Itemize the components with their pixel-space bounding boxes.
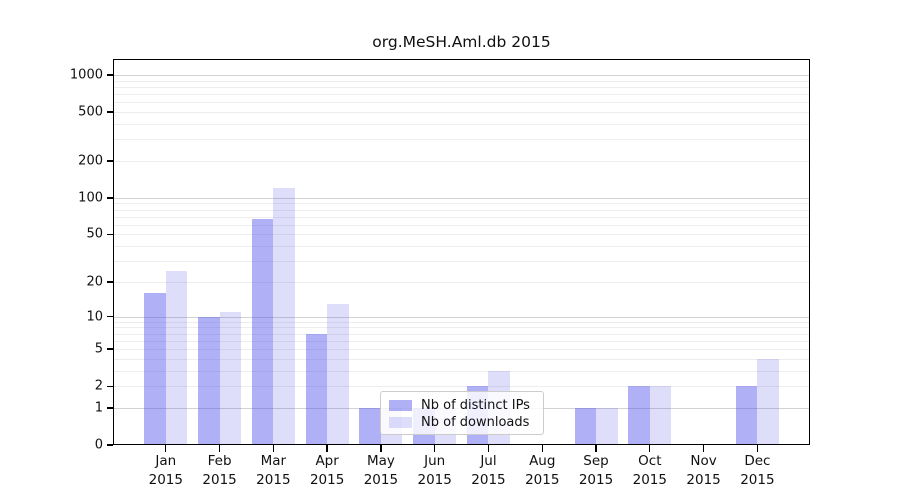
x-tick-label: Dec 2015	[740, 453, 775, 488]
gridline-minor	[113, 234, 810, 236]
y-tick-label: 1000	[69, 67, 103, 83]
gridline-minor	[113, 203, 810, 205]
gridline-minor	[113, 102, 810, 104]
bar-downloads	[273, 188, 295, 445]
bar-distinct-ips	[144, 293, 166, 445]
x-tick-label: Sep 2015	[578, 453, 614, 488]
x-tick-mark	[380, 445, 382, 452]
y-tick-label: 100	[78, 190, 103, 206]
y-tick-mark	[107, 74, 113, 76]
x-tick-mark	[649, 445, 651, 452]
gridline-minor	[113, 261, 810, 263]
bar-distinct-ips	[198, 316, 220, 445]
y-tick-mark	[107, 233, 113, 236]
y-tick-mark	[107, 444, 113, 446]
gridline-minor	[113, 349, 810, 351]
x-tick-mark	[434, 445, 436, 452]
x-tick-mark	[702, 445, 705, 452]
y-tick-mark	[107, 197, 113, 199]
gridline-minor	[113, 124, 810, 126]
y-tick-mark	[107, 407, 113, 409]
x-tick-label: Jun 2015	[417, 453, 452, 488]
x-tick-mark	[326, 445, 328, 452]
legend: Nb of distinct IPs Nb of downloads	[380, 391, 544, 435]
x-tick-mark	[165, 445, 167, 452]
gridline-minor	[113, 112, 810, 114]
x-tick-label: Aug 2015	[525, 453, 560, 488]
x-tick-label: Jan 2015	[148, 453, 183, 488]
legend-label-distinct-ips: Nb of distinct IPs	[421, 398, 530, 413]
y-tick-mark	[107, 315, 113, 318]
y-tick-mark	[107, 281, 113, 283]
bar-distinct-ips	[735, 386, 758, 445]
x-tick-label: May 2015	[363, 453, 399, 488]
bar-distinct-ips	[251, 219, 274, 445]
chart-title: org.MeSH.Aml.db 2015	[372, 33, 551, 51]
bar-distinct-ips	[359, 407, 381, 445]
bar-downloads	[757, 358, 779, 445]
y-tick-label: 1	[94, 400, 103, 416]
x-tick-mark	[756, 445, 759, 452]
y-tick-label: 200	[78, 153, 103, 169]
x-tick-label: Jul 2015	[471, 453, 506, 488]
x-tick-label: Apr 2015	[309, 453, 345, 488]
bar-distinct-ips	[628, 386, 650, 445]
y-tick-mark	[107, 348, 113, 350]
legend-swatch-distinct-ips-icon	[389, 400, 412, 411]
gridline-major	[113, 197, 810, 199]
y-tick-label: 2	[94, 378, 103, 394]
gridline-minor	[113, 281, 810, 283]
gridline-minor	[113, 246, 810, 248]
y-tick-mark	[107, 160, 113, 162]
gridline-minor	[113, 386, 810, 388]
bar-distinct-ips	[574, 407, 597, 445]
y-tick-label: 20	[86, 274, 103, 290]
x-tick-mark	[541, 445, 543, 452]
x-tick-label: Oct 2015	[632, 453, 667, 488]
gridline-minor	[113, 370, 810, 372]
gridline-minor	[113, 139, 810, 141]
gridline-minor	[113, 358, 810, 360]
gridline-minor	[113, 216, 810, 218]
x-tick-label: Feb 2015	[202, 453, 237, 488]
y-tick-mark	[107, 111, 113, 113]
legend-label-downloads: Nb of downloads	[421, 415, 530, 430]
legend-item-distinct-ips: Nb of distinct IPs	[389, 397, 543, 414]
plot-area: 0 1 2 5 10 20 50 100 200 500 1000 Jan 2015 Feb 2015 Ma…	[70, 59, 810, 488]
gridline-minor	[113, 161, 810, 163]
x-tick-mark	[272, 445, 274, 452]
gridline-minor	[113, 333, 810, 335]
y-tick-label: 5	[94, 341, 103, 357]
y-tick-label: 0	[94, 437, 103, 453]
gridline-minor	[113, 321, 810, 323]
bar-distinct-ips	[305, 333, 328, 445]
x-tick-label: Nov 2015	[686, 453, 721, 488]
bar-downloads	[649, 386, 672, 445]
gridline-minor	[113, 86, 810, 88]
gridline-minor	[113, 327, 810, 329]
legend-item-downloads: Nb of downloads	[389, 414, 543, 431]
gridline-major	[113, 316, 810, 318]
bar-downloads	[219, 311, 242, 445]
x-tick-mark	[218, 445, 221, 452]
x-tick-mark	[487, 445, 490, 452]
y-tick-mark	[107, 385, 113, 387]
y-tick-label: 50	[86, 226, 103, 242]
gridline-major	[113, 75, 810, 77]
gridline-minor	[113, 80, 810, 82]
y-tick-label: 10	[86, 309, 103, 325]
gridline-minor	[113, 94, 810, 96]
y-tick-label: 500	[78, 104, 103, 120]
gridline-minor	[113, 209, 810, 211]
x-tick-label: Mar 2015	[256, 453, 291, 488]
bar-downloads	[165, 270, 188, 445]
gridline-minor	[113, 224, 810, 226]
legend-swatch-downloads-icon	[389, 417, 412, 428]
bar-downloads	[327, 303, 349, 445]
gridline-minor	[113, 340, 810, 342]
x-tick-mark	[595, 445, 597, 452]
bar-downloads	[596, 407, 618, 445]
